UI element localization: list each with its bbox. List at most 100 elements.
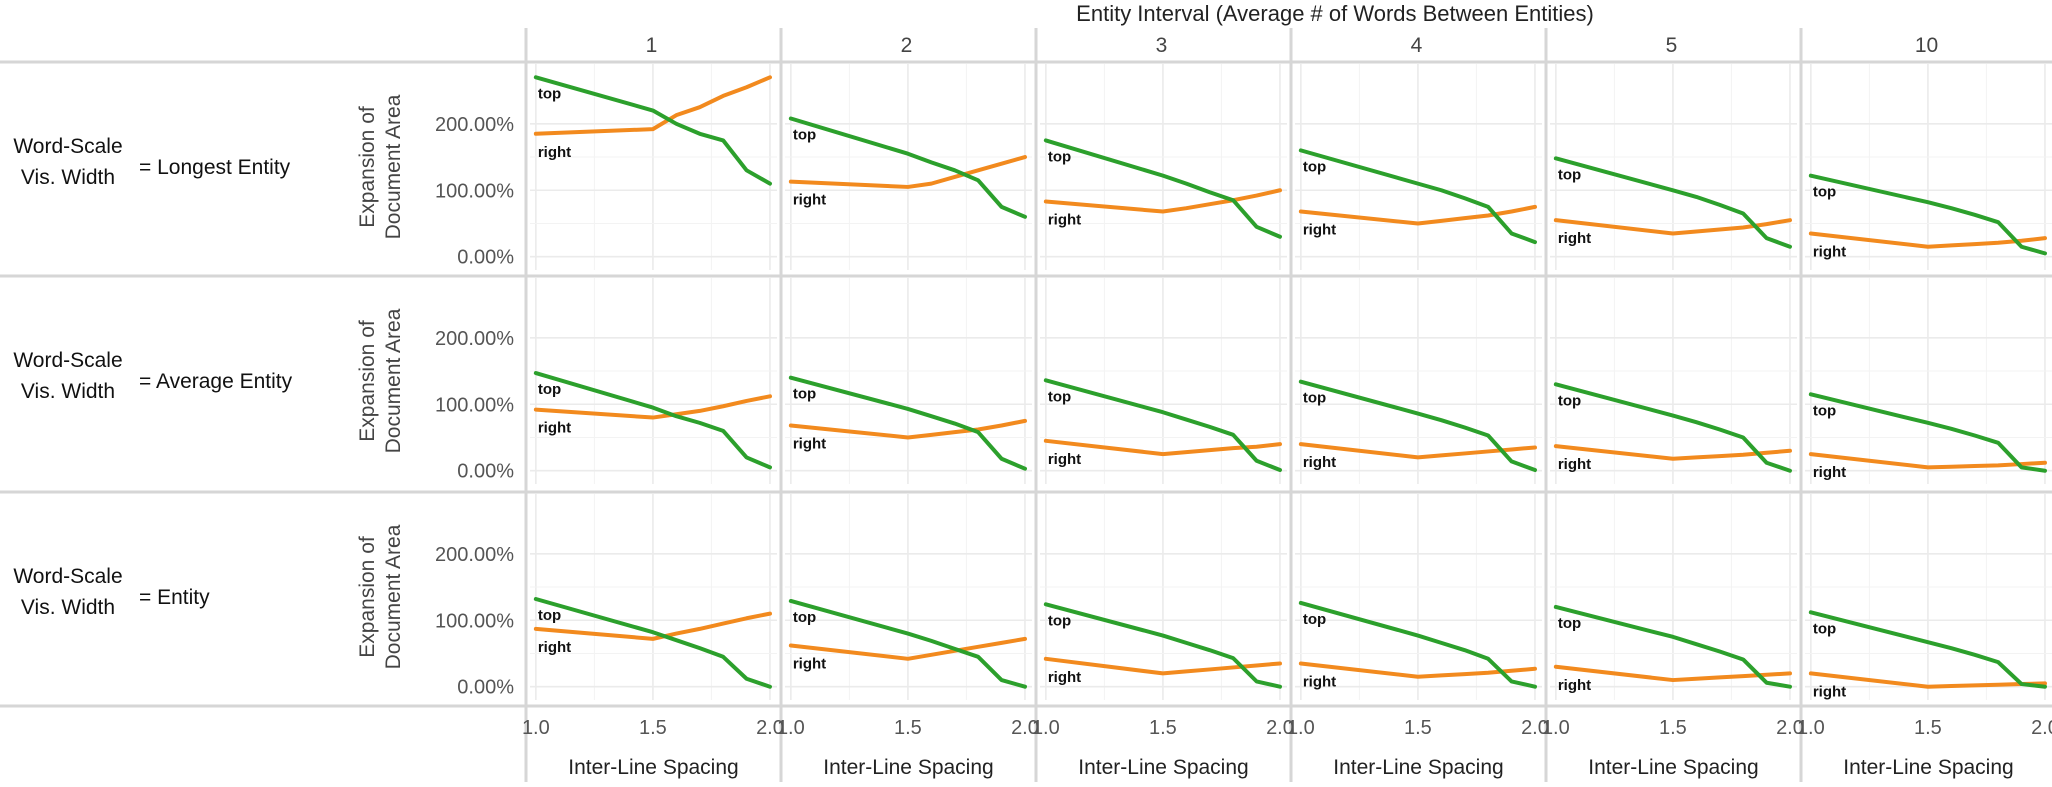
series-label-right: right	[1558, 230, 1591, 247]
row-label: = Longest Entity	[139, 156, 291, 179]
series-line-top	[1043, 602, 1282, 689]
x-tick-label: 2.0	[1521, 717, 1549, 739]
series-label-top: top	[1048, 148, 1071, 165]
series-line-top	[1298, 600, 1537, 689]
series-label-top: top	[793, 609, 816, 626]
x-tick-label: 2.0	[1011, 717, 1039, 739]
row-label-prefix-1: Word-Scale	[13, 349, 122, 372]
x-tick-label: 1.5	[1659, 717, 1687, 739]
y-tick-label: 100.00%	[435, 610, 514, 632]
column-strip-label: 1	[646, 34, 658, 57]
series-line-top	[1043, 378, 1282, 473]
y-axis-title-line2: Document Area	[382, 524, 405, 669]
series-line-top	[533, 596, 772, 689]
series-label-right: right	[1048, 212, 1081, 229]
x-tick-label: 2.0	[2031, 717, 2052, 739]
series-label-right: right	[538, 144, 571, 161]
row-label: = Average Entity	[139, 370, 293, 393]
series-label-top: top	[1558, 615, 1581, 632]
series-line-top	[1553, 156, 1792, 249]
x-tick-label: 1.5	[1149, 717, 1177, 739]
chart-title: Entity Interval (Average # of Words Betw…	[1076, 1, 1594, 26]
x-tick-label: 1.5	[639, 717, 667, 739]
series-line-right	[1043, 188, 1282, 214]
x-tick-label: 2.0	[1776, 717, 1804, 739]
series-label-top: top	[1048, 388, 1071, 405]
series-line-top	[533, 371, 772, 470]
y-tick-label: 200.00%	[435, 114, 514, 136]
series-label-top: top	[1813, 184, 1836, 201]
series-label-top: top	[1813, 620, 1836, 637]
y-axis-title-line2: Document Area	[382, 308, 405, 453]
row-label-prefix-1: Word-Scale	[13, 565, 122, 588]
row-label: = Entity	[139, 586, 210, 609]
y-axis-title-line1: Expansion of	[356, 536, 379, 658]
series-label-right: right	[793, 656, 826, 673]
series-label-right: right	[1558, 456, 1591, 473]
series-line-right	[1298, 661, 1537, 679]
series-line-right	[533, 394, 772, 420]
series-label-right: right	[793, 436, 826, 453]
series-label-top: top	[1303, 611, 1326, 628]
series-line-right	[788, 155, 1027, 189]
series-line-right	[788, 418, 1027, 440]
x-tick-label: 1.5	[1914, 717, 1942, 739]
series-label-right: right	[1558, 677, 1591, 694]
column-strip-label: 2	[901, 34, 913, 57]
y-tick-label: 0.00%	[457, 677, 514, 699]
y-tick-label: 0.00%	[457, 461, 514, 483]
series-label-right: right	[1048, 669, 1081, 686]
series-line-right	[1553, 664, 1792, 683]
series-label-right: right	[1813, 464, 1846, 481]
row-label-prefix-2: Vis. Width	[21, 380, 115, 403]
series-label-right: right	[1303, 454, 1336, 471]
series-label-top: top	[538, 381, 561, 398]
series-line-top	[1553, 604, 1792, 689]
y-tick-label: 200.00%	[435, 544, 514, 566]
y-tick-label: 100.00%	[435, 180, 514, 202]
x-tick-label: 1.5	[1404, 717, 1432, 739]
series-label-right: right	[1303, 673, 1336, 690]
x-tick-label: 1.0	[1797, 717, 1825, 739]
y-axis-title-line2: Document Area	[382, 94, 405, 239]
row-label-prefix-2: Vis. Width	[21, 166, 115, 189]
series-line-top	[788, 598, 1027, 689]
y-tick-label: 200.00%	[435, 328, 514, 350]
series-label-right: right	[1048, 451, 1081, 468]
x-tick-label: 1.0	[1542, 717, 1570, 739]
y-tick-label: 100.00%	[435, 394, 514, 416]
series-line-right	[1043, 438, 1282, 457]
row-label-prefix-1: Word-Scale	[13, 135, 122, 158]
series-label-top: top	[538, 607, 561, 624]
series-label-right: right	[1813, 683, 1846, 700]
series-label-right: right	[538, 639, 571, 656]
column-strip-label: 4	[1411, 34, 1423, 57]
y-axis-title-line1: Expansion of	[356, 106, 379, 228]
series-line-right	[1553, 444, 1792, 461]
x-axis-title: Inter-Line Spacing	[1588, 756, 1758, 779]
series-label-top: top	[1558, 166, 1581, 183]
series-line-right	[1043, 656, 1282, 676]
y-tick-label: 0.00%	[457, 247, 514, 269]
series-line-top	[1043, 138, 1282, 239]
series-line-right	[1298, 442, 1537, 460]
series-line-right	[1298, 204, 1537, 226]
x-axis-title: Inter-Line Spacing	[823, 756, 993, 779]
x-tick-label: 1.0	[777, 717, 805, 739]
series-line-top	[788, 116, 1027, 219]
series-label-top: top	[538, 85, 561, 102]
x-tick-label: 1.5	[894, 717, 922, 739]
series-label-top: top	[1303, 390, 1326, 407]
series-label-top: top	[1813, 402, 1836, 419]
series-label-top: top	[1558, 392, 1581, 409]
row-label-prefix-2: Vis. Width	[21, 596, 115, 619]
series-label-top: top	[1303, 158, 1326, 175]
x-axis-title: Inter-Line Spacing	[1843, 756, 2013, 779]
series-line-right	[533, 611, 772, 641]
x-tick-label: 1.0	[1287, 717, 1315, 739]
series-line-top	[1553, 382, 1792, 473]
series-line-right	[1808, 452, 2047, 470]
column-strip-label: 10	[1915, 34, 1938, 57]
series-label-right: right	[1303, 222, 1336, 239]
